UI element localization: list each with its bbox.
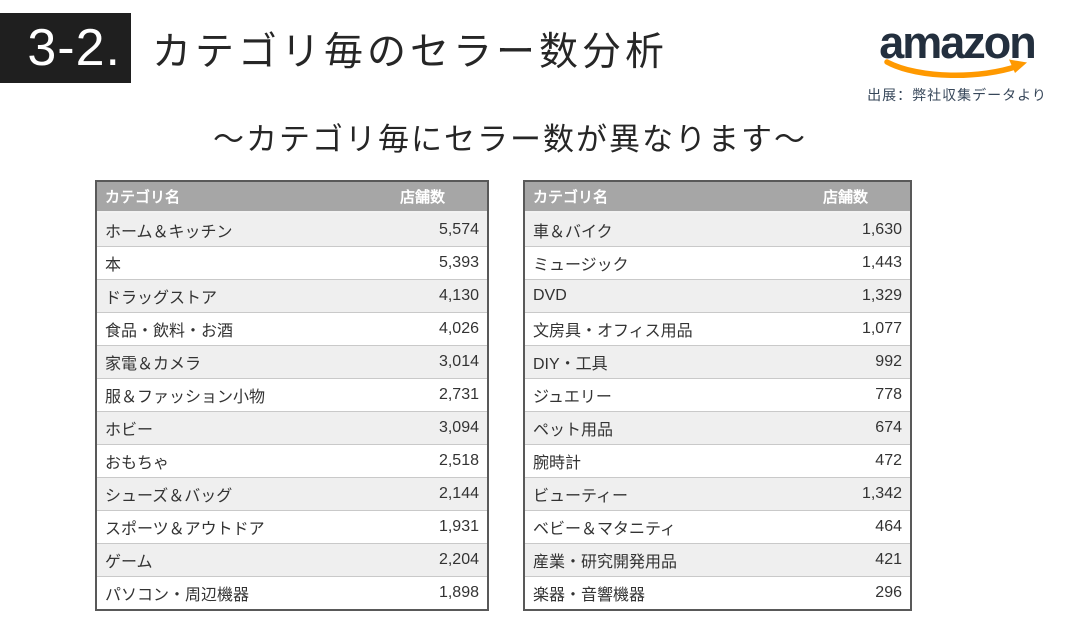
slide-subtitle: ～カテゴリ毎にセラー数が異なります～	[213, 122, 807, 157]
table-row: 食品・飲料・お酒 4,026	[97, 312, 487, 345]
count-cell: 1,342	[861, 485, 902, 502]
category-cell: ホーム＆キッチン	[105, 223, 233, 241]
table-body: 車＆バイク 1,630 ミュージック 1,443 DVD 1,329 文房具・オフィス用品 1…	[525, 213, 910, 609]
count-cell: 2,204	[438, 551, 479, 568]
category-cell: ベビー＆マタニティ	[533, 521, 677, 538]
count-cell: 464	[875, 518, 902, 535]
table-row: ジュエリー 778	[525, 378, 910, 411]
category-cell: 産業・研究開発用品	[533, 554, 678, 571]
category-cell: ビューティー	[533, 488, 629, 505]
category-table-right: カテゴリ名 店舗数 車＆バイク 1,630 ミュージック 1,443 DVD 1,329 文…	[523, 180, 912, 611]
count-cell: 421	[875, 551, 902, 568]
table-header-row: カテゴリ名 店舗数	[525, 182, 910, 213]
table-header-row: カテゴリ名 店舗数	[97, 182, 487, 213]
amazon-smile-icon	[884, 59, 1027, 79]
table-row: シューズ＆バッグ 2,144	[97, 477, 487, 510]
column-header-category: カテゴリ名	[533, 189, 609, 206]
count-cell: 4,026	[438, 320, 479, 337]
table-row: ミュージック 1,443	[525, 246, 910, 279]
table-row: ホビー 3,094	[97, 411, 487, 444]
count-cell: 992	[875, 353, 902, 370]
count-cell: 778	[875, 386, 902, 403]
category-cell: 服＆ファッション小物	[105, 389, 266, 406]
source-note: 出展：弊社収集データより	[867, 87, 1047, 104]
count-cell: 3,014	[438, 353, 479, 370]
category-cell: DVD	[533, 287, 567, 304]
count-cell: 2,731	[438, 386, 479, 403]
table-body: ホーム＆キッチン 5,574 本 5,393 ドラッグストア 4,130 食品・飲料・お酒 4…	[97, 213, 487, 609]
count-cell: 1,443	[861, 254, 902, 271]
category-cell: スポーツ＆アウトドア	[105, 521, 265, 538]
count-cell: 1,329	[861, 287, 902, 304]
table-row: 産業・研究開発用品 421	[525, 543, 910, 576]
count-cell: 674	[875, 419, 902, 436]
count-cell: 296	[875, 584, 902, 601]
count-cell: 1,931	[438, 518, 479, 535]
section-number-badge: 3-2.	[0, 13, 131, 83]
table-row: ペット用品 674	[525, 411, 910, 444]
category-cell: ミュージック	[533, 257, 629, 274]
count-cell: 2,518	[438, 452, 479, 469]
column-header-category: カテゴリ名	[105, 189, 181, 206]
table-row: DVD 1,329	[525, 279, 910, 312]
table-row: 服＆ファッション小物 2,731	[97, 378, 487, 411]
category-cell: 食品・飲料・お酒	[105, 323, 234, 340]
category-cell: パソコン・周辺機器	[105, 587, 250, 604]
table-row: ドラッグストア 4,130	[97, 279, 487, 312]
count-cell: 5,574	[438, 220, 479, 238]
category-cell: 本	[105, 257, 122, 274]
page-title: カテゴリ毎のセラー数分析	[152, 31, 669, 74]
table-row: 文房具・オフィス用品 1,077	[525, 312, 910, 345]
table-row: パソコン・周辺機器 1,898	[97, 576, 487, 609]
count-cell: 5,393	[438, 254, 479, 271]
table-row: DIY・工具 992	[525, 345, 910, 378]
count-cell: 472	[875, 452, 902, 469]
count-cell: 1,077	[861, 320, 902, 337]
table-row: ベビー＆マタニティ 464	[525, 510, 910, 543]
category-cell: おもちゃ	[105, 455, 170, 472]
count-cell: 2,144	[438, 485, 479, 502]
category-cell: 文房具・オフィス用品	[533, 323, 693, 340]
column-header-count: 店舗数	[399, 189, 445, 206]
count-cell: 1,630	[861, 220, 902, 238]
table-row: ビューティー 1,342	[525, 477, 910, 510]
category-cell: ペット用品	[533, 422, 614, 439]
table-row: 家電＆カメラ 3,014	[97, 345, 487, 378]
table-row: ホーム＆キッチン 5,574	[97, 213, 487, 246]
amazon-logo: amazon	[879, 17, 1037, 82]
category-cell: 車＆バイク	[533, 223, 613, 241]
category-cell: ゲーム	[105, 554, 153, 571]
category-cell: 家電＆カメラ	[105, 356, 202, 373]
category-cell: ドラッグストア	[105, 290, 218, 307]
table-row: 本 5,393	[97, 246, 487, 279]
category-cell: ジュエリー	[533, 389, 612, 406]
amazon-logo-text: amazon	[879, 17, 1037, 68]
count-cell: 3,094	[438, 419, 479, 436]
amazon-logo-block: amazon 出展：弊社収集データより	[867, 17, 1047, 105]
table-row: スポーツ＆アウトドア 1,931	[97, 510, 487, 543]
category-cell: シューズ＆バッグ	[105, 488, 233, 505]
category-cell: 楽器・音響機器	[533, 587, 646, 604]
table-row: おもちゃ 2,518	[97, 444, 487, 477]
category-cell: DIY・工具	[533, 356, 608, 373]
category-cell: 腕時計	[533, 455, 582, 472]
count-cell: 1,898	[438, 584, 479, 601]
category-table-left: カテゴリ名 店舗数 ホーム＆キッチン 5,574 本 5,393 ドラッグストア 4,13…	[95, 180, 489, 611]
table-row: 腕時計 472	[525, 444, 910, 477]
count-cell: 4,130	[438, 287, 479, 304]
table-row: 車＆バイク 1,630	[525, 213, 910, 246]
section-number: 3-2.	[27, 19, 121, 77]
table-row: ゲーム 2,204	[97, 543, 487, 576]
column-header-count: 店舗数	[822, 189, 868, 206]
table-row: 楽器・音響機器 296	[525, 576, 910, 609]
category-cell: ホビー	[105, 422, 154, 439]
